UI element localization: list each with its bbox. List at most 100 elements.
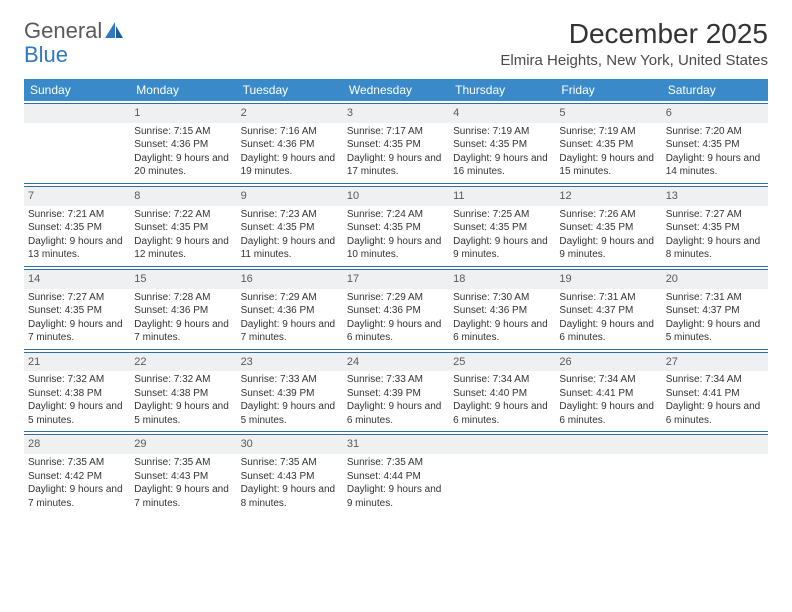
day-number: 30 (237, 434, 343, 454)
day-number: 18 (449, 269, 555, 289)
calendar-day-cell: 3Sunrise: 7:17 AMSunset: 4:35 PMDaylight… (343, 101, 449, 183)
calendar-day-cell: 25Sunrise: 7:34 AMSunset: 4:40 PMDayligh… (449, 349, 555, 432)
day-number: 28 (24, 434, 130, 454)
daylight-line: Daylight: 9 hours and 5 minutes. (134, 400, 232, 427)
daylight-line: Daylight: 9 hours and 8 minutes. (241, 483, 339, 510)
calendar-day-cell: 7Sunrise: 7:21 AMSunset: 4:35 PMDaylight… (24, 183, 130, 266)
calendar-day-cell: 9Sunrise: 7:23 AMSunset: 4:35 PMDaylight… (237, 183, 343, 266)
day-number: 29 (130, 434, 236, 454)
daylight-line: Daylight: 9 hours and 5 minutes. (241, 400, 339, 427)
sunset-line: Sunset: 4:35 PM (559, 221, 657, 235)
calendar-day-cell (555, 432, 661, 514)
sunset-line: Sunset: 4:35 PM (666, 138, 764, 152)
sunrise-line: Sunrise: 7:21 AM (28, 208, 126, 222)
day-number: 20 (662, 269, 768, 289)
calendar-day-cell: 22Sunrise: 7:32 AMSunset: 4:38 PMDayligh… (130, 349, 236, 432)
daylight-line: Daylight: 9 hours and 6 minutes. (347, 400, 445, 427)
day-number: 6 (662, 103, 768, 123)
sunset-line: Sunset: 4:38 PM (28, 387, 126, 401)
daylight-line: Daylight: 9 hours and 5 minutes. (666, 318, 764, 345)
day-number: 5 (555, 103, 661, 123)
sunset-line: Sunset: 4:39 PM (347, 387, 445, 401)
sunset-line: Sunset: 4:41 PM (559, 387, 657, 401)
calendar-week-row: 21Sunrise: 7:32 AMSunset: 4:38 PMDayligh… (24, 349, 768, 432)
brand-part2: Blue (24, 42, 68, 68)
calendar-day-cell: 16Sunrise: 7:29 AMSunset: 4:36 PMDayligh… (237, 266, 343, 349)
weekday-header: Wednesday (343, 79, 449, 101)
sunset-line: Sunset: 4:36 PM (134, 304, 232, 318)
sunset-line: Sunset: 4:35 PM (241, 221, 339, 235)
calendar-day-cell: 1Sunrise: 7:15 AMSunset: 4:36 PMDaylight… (130, 101, 236, 183)
weekday-header: Thursday (449, 79, 555, 101)
day-number: 13 (662, 186, 768, 206)
sunset-line: Sunset: 4:35 PM (28, 304, 126, 318)
day-number: 21 (24, 352, 130, 372)
sunset-line: Sunset: 4:39 PM (241, 387, 339, 401)
sunset-line: Sunset: 4:35 PM (347, 221, 445, 235)
sunrise-line: Sunrise: 7:30 AM (453, 291, 551, 305)
calendar-day-cell: 6Sunrise: 7:20 AMSunset: 4:35 PMDaylight… (662, 101, 768, 183)
calendar-day-cell: 30 Sunrise: 7:35 AMSunset: 4:43 PMDayligh… (237, 432, 343, 514)
calendar-day-cell: 17Sunrise: 7:29 AMSunset: 4:36 PMDayligh… (343, 266, 449, 349)
daylight-line: Daylight: 9 hours and 9 minutes. (559, 235, 657, 262)
brand-logo: General (24, 18, 124, 44)
sunrise-line: Sunrise: 7:33 AM (347, 373, 445, 387)
daylight-line: Daylight: 9 hours and 13 minutes. (28, 235, 126, 262)
calendar-day-cell: 29Sunrise: 7:35 AMSunset: 4:43 PMDayligh… (130, 432, 236, 514)
brand-part1: General (24, 18, 102, 44)
calendar-day-cell: 5 Sunrise: 7:19 AMSunset: 4:35 PMDaylight… (555, 101, 661, 183)
day-number: 11 (449, 186, 555, 206)
calendar-day-cell (24, 101, 130, 183)
daylight-line: Daylight: 9 hours and 6 minutes. (559, 318, 657, 345)
daylight-line: Daylight: 9 hours and 6 minutes. (453, 318, 551, 345)
sunset-line: Sunset: 4:35 PM (559, 138, 657, 152)
sunset-line: Sunset: 4:43 PM (241, 470, 339, 484)
title-block: December 2025 Elmira Heights, New York, … (500, 18, 768, 69)
sunset-line: Sunset: 4:36 PM (241, 304, 339, 318)
daylight-line: Daylight: 9 hours and 17 minutes. (347, 152, 445, 179)
header: General December 2025 Elmira Heights, Ne… (24, 18, 768, 69)
calendar-week-row: 7Sunrise: 7:21 AMSunset: 4:35 PMDaylight… (24, 183, 768, 266)
daylight-line: Daylight: 9 hours and 15 minutes. (559, 152, 657, 179)
calendar-day-cell: 24Sunrise: 7:33 AMSunset: 4:39 PMDayligh… (343, 349, 449, 432)
calendar-day-cell: 12Sunrise: 7:26 AMSunset: 4:35 PMDayligh… (555, 183, 661, 266)
weekday-header: Monday (130, 79, 236, 101)
day-number: 7 (24, 186, 130, 206)
sunset-line: Sunset: 4:36 PM (134, 138, 232, 152)
day-number: 26 (555, 352, 661, 372)
sunrise-line: Sunrise: 7:19 AM (559, 125, 657, 139)
sunset-line: Sunset: 4:44 PM (347, 470, 445, 484)
sunset-line: Sunset: 4:35 PM (347, 138, 445, 152)
calendar-day-cell: 21Sunrise: 7:32 AMSunset: 4:38 PMDayligh… (24, 349, 130, 432)
day-number: 23 (237, 352, 343, 372)
daylight-line: Daylight: 9 hours and 8 minutes. (666, 235, 764, 262)
day-number: 10 (343, 186, 449, 206)
sunrise-line: Sunrise: 7:34 AM (453, 373, 551, 387)
sunrise-line: Sunrise: 7:34 AM (666, 373, 764, 387)
sunset-line: Sunset: 4:35 PM (666, 221, 764, 235)
sunset-line: Sunset: 4:37 PM (559, 304, 657, 318)
daylight-line: Daylight: 9 hours and 6 minutes. (453, 400, 551, 427)
calendar-day-cell: 13Sunrise: 7:27 AMSunset: 4:35 PMDayligh… (662, 183, 768, 266)
daylight-line: Daylight: 9 hours and 6 minutes. (347, 318, 445, 345)
sunrise-line: Sunrise: 7:25 AM (453, 208, 551, 222)
sunrise-line: Sunrise: 7:23 AM (241, 208, 339, 222)
calendar-day-cell: 2Sunrise: 7:16 AMSunset: 4:36 PMDaylight… (237, 101, 343, 183)
location-text: Elmira Heights, New York, United States (500, 52, 768, 69)
calendar-day-cell: 11Sunrise: 7:25 AMSunset: 4:35 PMDayligh… (449, 183, 555, 266)
day-number: 1 (130, 103, 236, 123)
sunrise-line: Sunrise: 7:35 AM (241, 456, 339, 470)
sunrise-line: Sunrise: 7:22 AM (134, 208, 232, 222)
weekday-header: Tuesday (237, 79, 343, 101)
sunrise-line: Sunrise: 7:35 AM (28, 456, 126, 470)
calendar-week-row: 1Sunrise: 7:15 AMSunset: 4:36 PMDaylight… (24, 101, 768, 183)
daylight-line: Daylight: 9 hours and 7 minutes. (134, 483, 232, 510)
sunrise-line: Sunrise: 7:35 AM (134, 456, 232, 470)
day-number: 14 (24, 269, 130, 289)
sunset-line: Sunset: 4:38 PM (134, 387, 232, 401)
sunrise-line: Sunrise: 7:29 AM (347, 291, 445, 305)
sunrise-line: Sunrise: 7:20 AM (666, 125, 764, 139)
sunset-line: Sunset: 4:36 PM (453, 304, 551, 318)
daylight-line: Daylight: 9 hours and 7 minutes. (134, 318, 232, 345)
calendar-day-cell: 10Sunrise: 7:24 AMSunset: 4:35 PMDayligh… (343, 183, 449, 266)
